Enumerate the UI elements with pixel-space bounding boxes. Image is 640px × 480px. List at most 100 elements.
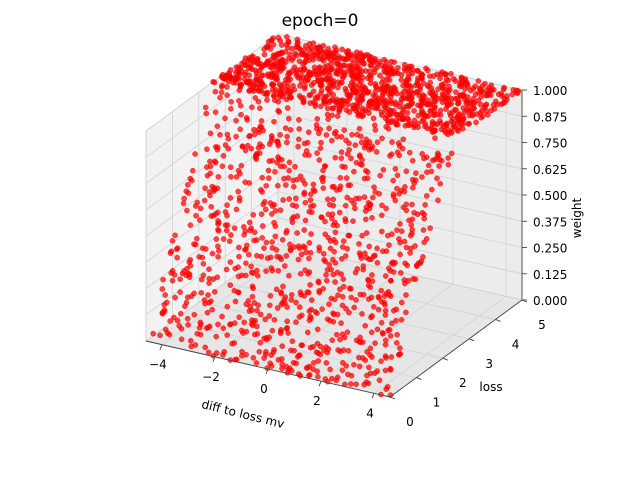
- scatter-point: [314, 368, 321, 375]
- scatter-point: [358, 139, 365, 146]
- scatter-point: [306, 317, 313, 324]
- scatter-point: [259, 174, 266, 181]
- scatter-point: [307, 100, 314, 106]
- scatter-point: [387, 367, 394, 373]
- scatter-point: [398, 72, 405, 78]
- scatter-point: [348, 372, 355, 379]
- scatter-point: [226, 238, 233, 244]
- scatter-point: [388, 59, 395, 65]
- scatter-point: [398, 299, 405, 306]
- scatter-point: [366, 110, 372, 116]
- scatter-point: [383, 386, 390, 392]
- scatter-point: [330, 196, 337, 203]
- scatter-point: [366, 243, 373, 250]
- scatter-point: [249, 104, 255, 110]
- scatter-point: [400, 82, 407, 89]
- scatter-point: [202, 104, 209, 111]
- scatter-point: [315, 130, 322, 137]
- scatter-point: [241, 319, 247, 326]
- x-tick-mark: [212, 356, 216, 362]
- scatter-point: [478, 114, 485, 121]
- scatter-point: [371, 184, 377, 190]
- scatter-point: [215, 253, 221, 260]
- scatter-point: [256, 129, 263, 135]
- scatter-point: [403, 207, 410, 214]
- scatter-point: [254, 272, 261, 279]
- y-tick-mark: [469, 338, 475, 342]
- scatter-point: [403, 168, 410, 175]
- scatter-point: [305, 270, 311, 277]
- scatter-point: [242, 62, 248, 68]
- scatter-point: [257, 339, 264, 346]
- y-tick-mark: [416, 377, 422, 381]
- scatter-point: [310, 181, 317, 188]
- scatter-point: [302, 152, 308, 158]
- scatter-point: [282, 182, 289, 188]
- scatter-point: [235, 289, 241, 296]
- y-tick-label: 5: [538, 318, 546, 332]
- scatter-point: [359, 232, 365, 239]
- scatter-point: [182, 303, 188, 310]
- scatter-point: [319, 306, 325, 312]
- scatter-point: [387, 293, 394, 299]
- scatter-point: [296, 314, 303, 320]
- scatter-point: [222, 115, 228, 122]
- scatter-point: [270, 82, 276, 89]
- scatter-point: [217, 94, 223, 101]
- z-tick-label: 0.125: [533, 268, 567, 282]
- scatter-point: [314, 310, 320, 317]
- x-tick-label: 0: [260, 382, 268, 396]
- scatter-point: [225, 145, 232, 152]
- scatter-point: [406, 149, 413, 156]
- scatter-point: [409, 201, 415, 208]
- scatter-point: [307, 344, 314, 351]
- scatter-point: [403, 292, 409, 298]
- scatter-point: [415, 112, 422, 119]
- scatter-point: [251, 126, 257, 133]
- scatter-point: [192, 203, 199, 209]
- scatter-point: [215, 174, 222, 180]
- x-tick-label: 2: [313, 394, 321, 408]
- scatter-point: [189, 167, 196, 174]
- scatter-point: [295, 75, 302, 81]
- scatter-point: [224, 92, 230, 98]
- scatter-point: [330, 222, 337, 228]
- scatter-point: [232, 265, 238, 272]
- scatter-point: [358, 133, 364, 140]
- scatter-point: [330, 83, 337, 90]
- scatter-point: [367, 345, 374, 352]
- scatter-point: [396, 103, 402, 110]
- scatter-point: [286, 272, 292, 279]
- scatter-point: [239, 143, 246, 150]
- scatter-point: [383, 355, 389, 361]
- chart-title: epoch=0: [282, 11, 359, 31]
- scatter-point: [458, 83, 464, 90]
- scatter-point: [224, 332, 230, 338]
- scatter-point: [284, 133, 290, 140]
- scatter-point: [338, 155, 345, 161]
- scatter-point: [240, 330, 246, 336]
- scatter-point: [320, 250, 327, 257]
- scatter-point: [258, 118, 265, 124]
- scatter-point: [211, 79, 218, 86]
- scatter-point: [448, 71, 454, 77]
- scatter-point: [465, 121, 471, 127]
- scatter-point: [394, 331, 400, 338]
- scatter-point: [230, 79, 236, 86]
- scatter-point: [272, 233, 279, 240]
- scatter-point: [264, 255, 271, 262]
- scatter-point: [209, 306, 215, 313]
- scatter-point: [266, 313, 273, 319]
- scatter-point: [419, 174, 425, 180]
- x-tick-label: −2: [202, 370, 220, 384]
- scatter-point: [277, 330, 284, 337]
- scatter-point: [333, 331, 340, 338]
- scatter-point: [274, 305, 281, 311]
- scatter-point: [271, 316, 278, 323]
- scatter-point: [362, 208, 369, 214]
- scatter-point: [348, 286, 354, 292]
- scatter-point: [330, 271, 337, 278]
- scatter-point: [342, 253, 349, 259]
- scatter-point: [322, 258, 329, 265]
- scatter-point: [432, 135, 438, 141]
